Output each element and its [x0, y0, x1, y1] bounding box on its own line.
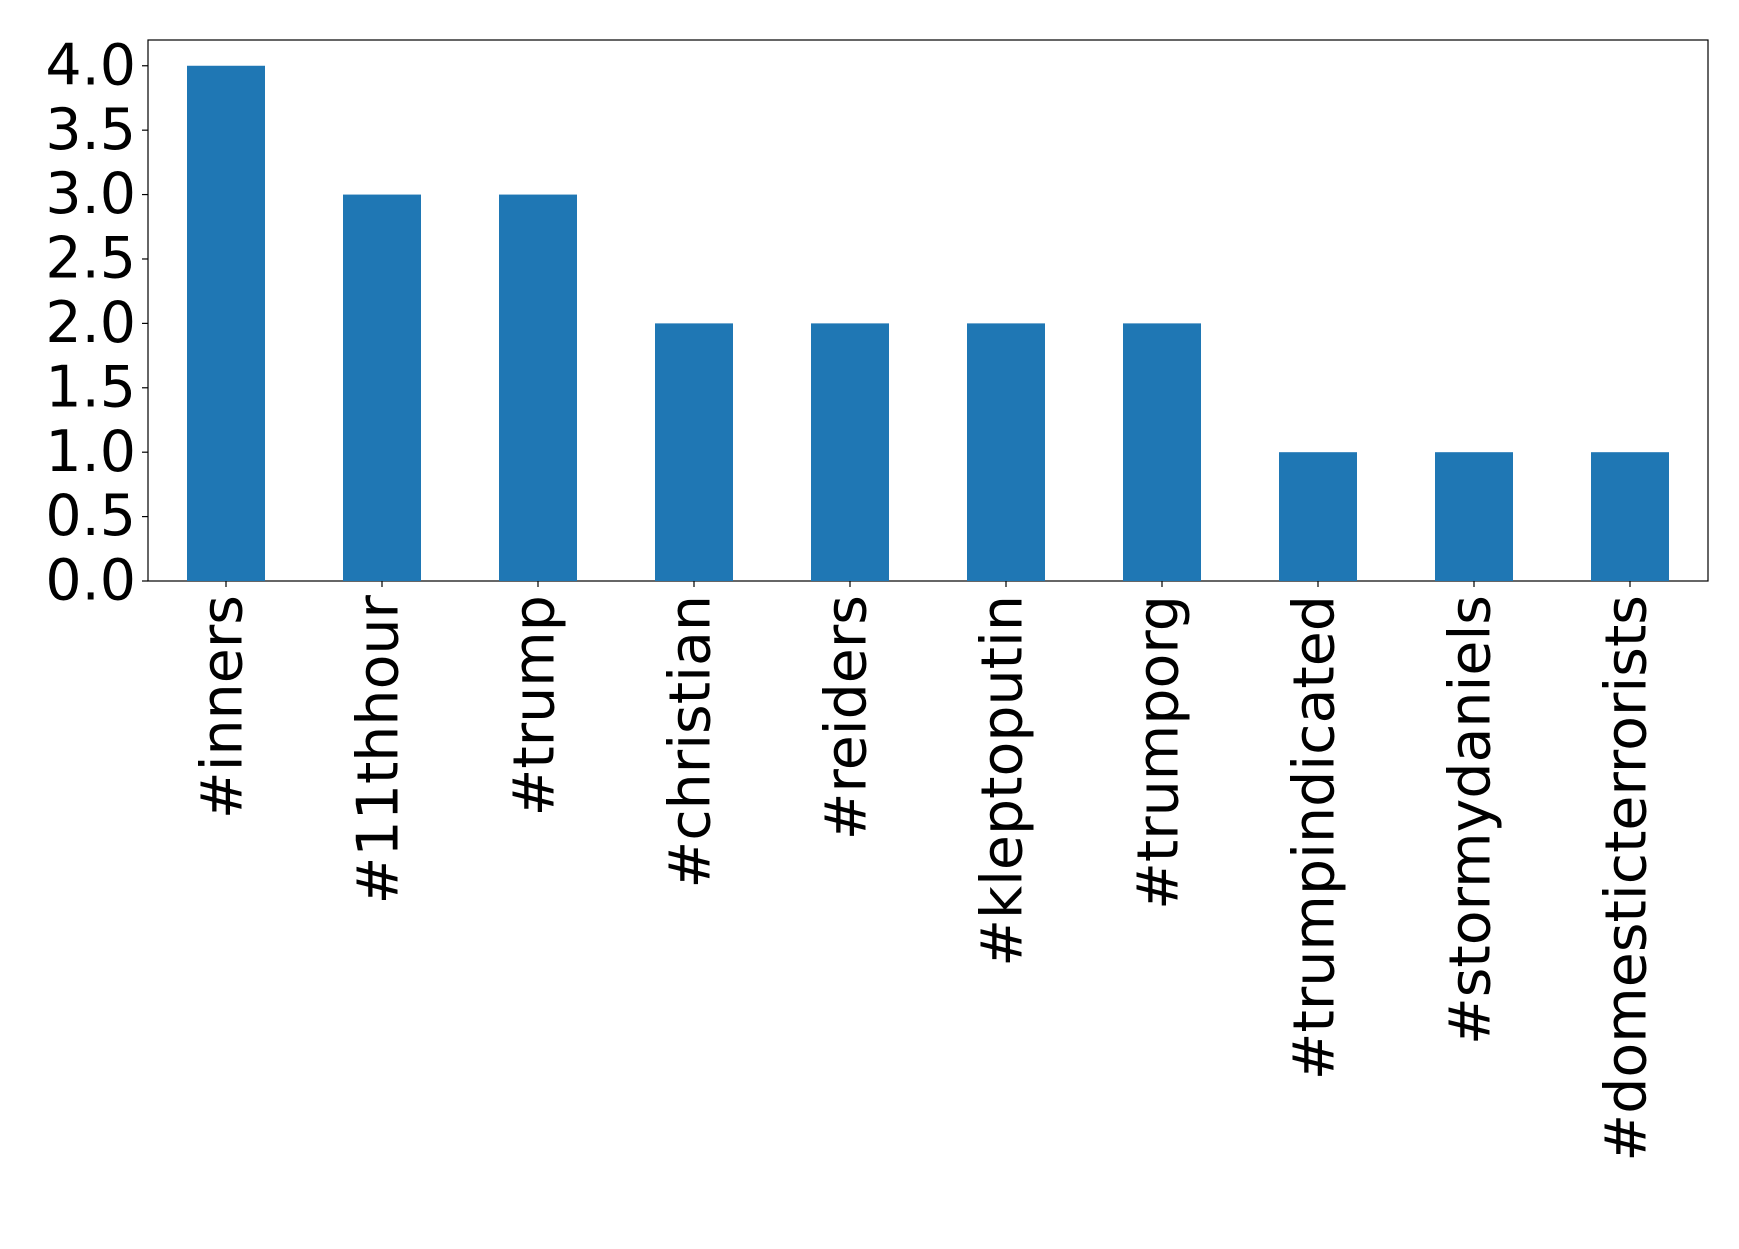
y-tick-label: 0.0: [45, 548, 136, 614]
y-tick-label: 4.0: [45, 32, 136, 98]
y-tick-label: 0.5: [45, 483, 136, 549]
bar: [1123, 323, 1201, 581]
x-tick-label: #christian: [658, 595, 724, 888]
plot-frame: [147, 39, 1709, 582]
bar: [811, 323, 889, 581]
y-tick-label: 3.0: [45, 161, 136, 227]
x-tick-label: #domesticterrorists: [1594, 595, 1660, 1162]
y-tick-label: 2.5: [45, 226, 136, 292]
bar: [1435, 452, 1513, 581]
x-tick-label: #stormydaniels: [1438, 595, 1504, 1045]
bar: [655, 323, 733, 581]
bar: [499, 194, 577, 582]
y-tick-label: 2.0: [45, 290, 136, 356]
x-tick-label: #trumpindicated: [1282, 595, 1348, 1080]
x-tick-label: #trump: [502, 595, 568, 816]
y-tick-label: 1.5: [45, 354, 136, 420]
x-tick-label: #kleptoputin: [970, 595, 1036, 967]
y-tick-label: 1.0: [45, 419, 136, 485]
bar: [967, 323, 1045, 581]
bar: [1591, 452, 1669, 581]
x-tick-label: #trumporg: [1126, 595, 1192, 910]
y-tick-label: 3.5: [45, 97, 136, 163]
bar: [343, 194, 421, 582]
x-tick-label: #reiders: [814, 595, 880, 840]
x-tick-label: #11thhour: [346, 594, 412, 904]
x-tick-label: #inners: [190, 595, 256, 819]
bar: [1279, 452, 1357, 581]
bar: [187, 65, 265, 581]
